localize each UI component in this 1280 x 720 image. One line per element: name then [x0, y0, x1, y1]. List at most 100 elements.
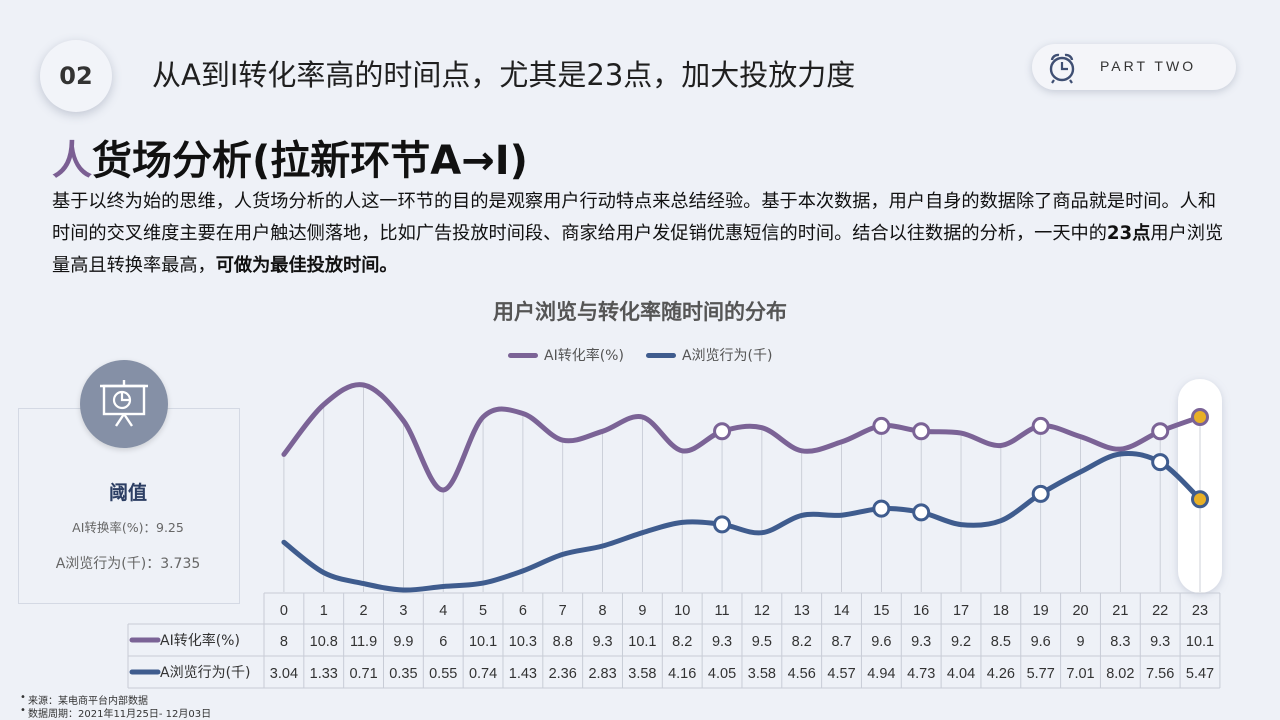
point-conversion-22 [1151, 422, 1170, 441]
data-label-browse-12: 3.58 [748, 666, 776, 682]
page-headline: 从A到I转化率高的时间点，尤其是23点，加大投放力度 [152, 58, 856, 92]
legend-item-browse: A浏览行为(千) [645, 345, 772, 365]
x-tick-label-5: 5 [479, 603, 487, 619]
presentation-chart-icon [100, 380, 148, 427]
legend-swatch-browse [645, 352, 676, 358]
x-tick-label-7: 7 [559, 603, 567, 619]
data-label-conversion-8: 9.3 [592, 634, 612, 650]
x-tick-label-11: 11 [715, 603, 730, 619]
data-label-conversion-15: 9.6 [871, 634, 891, 650]
data-label-conversion-5: 10.1 [469, 634, 497, 650]
x-tick-label-3: 3 [399, 603, 407, 619]
point-browse-23 [1191, 490, 1210, 509]
alarm-clock-icon [1049, 53, 1075, 84]
data-label-browse-9: 3.58 [628, 666, 656, 682]
data-label-browse-11: 4.05 [708, 666, 736, 682]
x-tick-label-16: 16 [913, 603, 929, 619]
x-tick-label-23: 23 [1192, 603, 1208, 619]
data-label-conversion-10: 8.2 [672, 634, 692, 650]
data-label-browse-1: 1.33 [310, 666, 338, 682]
intro-text-2: 用户浏览量高且转换率最高， [52, 223, 1224, 276]
x-tick-label-13: 13 [794, 603, 810, 619]
table-header-browse: A浏览行为(千) [160, 665, 251, 681]
point-browse-11 [713, 515, 732, 534]
data-label-browse-3: 0.35 [389, 666, 417, 682]
x-tick-label-17: 17 [953, 603, 969, 619]
data-label-browse-5: 0.74 [469, 666, 497, 682]
x-tick-label-12: 12 [754, 603, 770, 619]
point-conversion-15 [872, 416, 891, 435]
data-label-conversion-2: 11.9 [350, 634, 377, 650]
intro-text-1: 基于以终为始的思维，人货场分析的人这一环节的目的是观察用户行动特点来总结经验。基… [52, 191, 1217, 244]
data-label-conversion-11: 9.3 [712, 634, 732, 650]
point-browse-15 [872, 499, 891, 518]
point-conversion-23 [1191, 408, 1210, 427]
series-line-conversion [281, 382, 1203, 493]
data-label-browse-22: 7.56 [1146, 666, 1174, 682]
section-title: 人货场分析(拉新环节A→I) [52, 128, 528, 186]
data-label-browse-18: 4.26 [987, 666, 1015, 682]
x-tick-label-18: 18 [993, 603, 1009, 619]
chart-title: 用户浏览与转化率随时间的分布 [493, 300, 787, 324]
x-tick-label-4: 4 [439, 603, 447, 619]
data-label-browse-20: 7.01 [1066, 666, 1094, 682]
data-label-conversion-19: 9.6 [1031, 634, 1051, 650]
x-tick-label-9: 9 [638, 603, 646, 619]
data-label-conversion-3: 9.9 [393, 634, 413, 650]
legend-swatch-conversion [508, 352, 538, 358]
data-label-conversion-7: 8.8 [553, 634, 573, 650]
data-label-conversion-20: 9 [1076, 634, 1084, 650]
point-conversion-19 [1031, 416, 1050, 435]
data-label-browse-21: 8.02 [1106, 666, 1134, 682]
x-tick-label-1: 1 [320, 603, 328, 619]
data-label-conversion-9: 10.1 [628, 634, 656, 650]
data-label-browse-10: 4.16 [668, 666, 696, 682]
threshold-browse: A浏览行为(千)：3.735 [55, 556, 201, 572]
data-label-browse-13: 4.56 [788, 666, 816, 682]
section-title-accent: 人 [52, 138, 92, 184]
x-tick-label-19: 19 [1033, 603, 1049, 619]
table-header-conversion: AI转化率(%) [160, 632, 240, 649]
data-label-conversion-4: 6 [439, 634, 447, 650]
part-label: PART TWO [1100, 58, 1197, 74]
data-label-browse-14: 4.57 [827, 666, 855, 682]
data-label-browse-8: 2.83 [588, 666, 616, 682]
data-label-conversion-14: 8.7 [831, 634, 851, 650]
data-label-conversion-16: 9.3 [911, 634, 931, 650]
data-label-browse-15: 4.94 [867, 666, 895, 682]
section-number-badge: 02 [40, 40, 112, 112]
data-label-conversion-23: 10.1 [1186, 634, 1214, 650]
part-label-pill: PART TWO [1032, 44, 1236, 90]
data-label-browse-23: 5.47 [1186, 666, 1214, 682]
data-label-browse-6: 1.43 [509, 666, 537, 682]
data-label-conversion-13: 8.2 [792, 634, 812, 650]
section-title-rest: 货场分析(拉新环节A→I) [92, 138, 528, 184]
intro-paragraph: 基于以终为始的思维，人货场分析的人这一环节的目的是观察用户行动特点来总结经验。基… [52, 186, 1232, 282]
threshold-card [18, 408, 240, 604]
x-tick-label-6: 6 [519, 603, 527, 619]
footnote-period: 数据周期：2021年11月25日- 12月03日 [20, 705, 211, 720]
x-tick-label-8: 8 [599, 603, 607, 619]
x-tick-label-10: 10 [674, 603, 690, 619]
x-tick-label-2: 2 [360, 603, 368, 619]
point-conversion-16 [912, 422, 931, 441]
x-tick-label-15: 15 [873, 603, 889, 619]
data-label-browse-19: 5.77 [1027, 666, 1055, 682]
series-line-browse [281, 451, 1203, 593]
data-label-browse-16: 4.73 [907, 666, 935, 682]
x-tick-label-0: 0 [280, 603, 288, 619]
data-label-browse-17: 4.04 [947, 666, 975, 682]
section-number: 02 [59, 62, 93, 90]
x-tick-label-14: 14 [833, 603, 849, 619]
data-label-conversion-1: 10.8 [310, 634, 338, 650]
data-label-browse-7: 2.36 [549, 666, 577, 682]
data-label-conversion-21: 8.3 [1110, 634, 1130, 650]
intro-bold-1: 23点 [1106, 223, 1151, 244]
chart-legend: AI转化率(%) A浏览行为(千) [508, 345, 772, 365]
data-label-browse-2: 0.71 [349, 666, 377, 682]
data-label-conversion-17: 9.2 [951, 634, 971, 650]
point-browse-22 [1151, 453, 1170, 472]
x-tick-label-20: 20 [1072, 603, 1088, 619]
data-label-browse-0: 3.04 [270, 666, 298, 682]
